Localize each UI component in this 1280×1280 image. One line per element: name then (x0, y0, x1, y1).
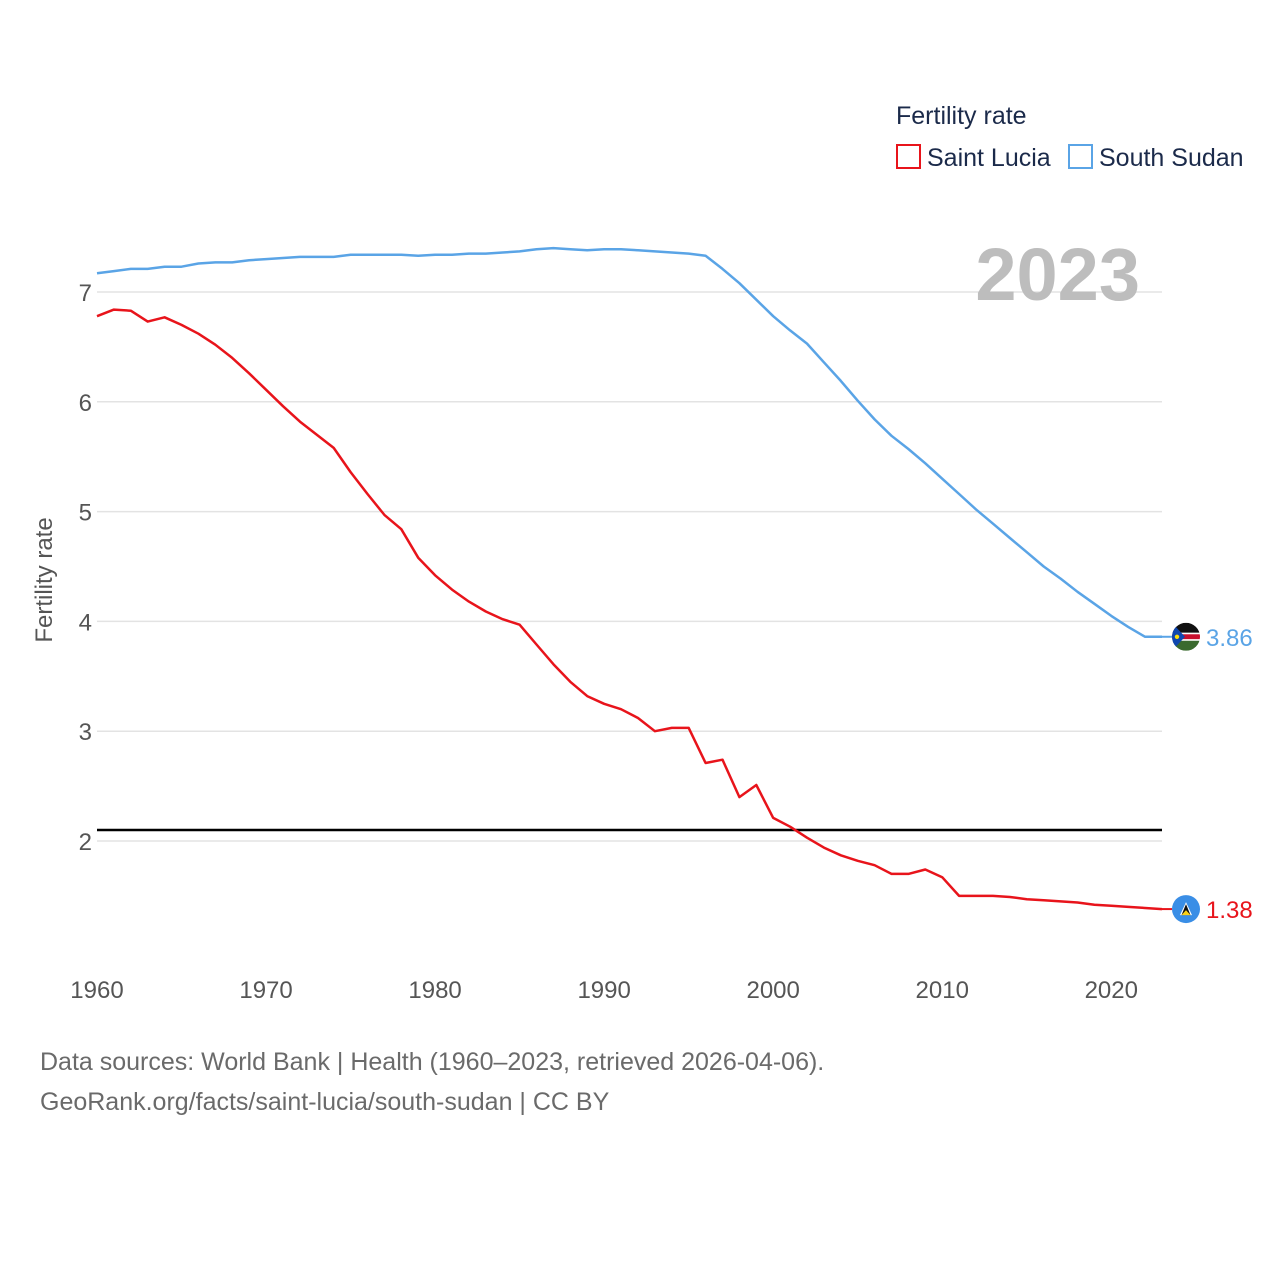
end-value-label-south-sudan: 3.86 (1206, 625, 1253, 652)
y-tick-label-7: 7 (79, 280, 92, 307)
legend-item-south-sudan[interactable]: South Sudan (1068, 144, 1244, 172)
y-axis-ticks: 2 3 4 5 6 7 (79, 280, 92, 856)
legend-label-saint-lucia: Saint Lucia (927, 144, 1051, 172)
y-tick-label-5: 5 (79, 500, 92, 527)
y-tick-label-3: 3 (79, 719, 92, 746)
y-axis-label: Fertility rate (31, 517, 58, 642)
flag-stripe-green (1172, 640, 1200, 651)
x-axis-ticks: 1960 1970 1980 1990 2000 2010 2020 (70, 977, 1138, 1004)
flag-stripe-red (1172, 634, 1200, 640)
x-tick-label-1980: 1980 (408, 977, 461, 1004)
x-tick-label-1990: 1990 (577, 977, 630, 1004)
source-line-2[interactable]: GeoRank.org/facts/saint-lucia/south-suda… (40, 1088, 610, 1116)
series-line-saint-lucia (96, 308, 1163, 911)
legend-item-saint-lucia[interactable]: Saint Lucia (896, 144, 1051, 172)
x-tick-label-2010: 2010 (916, 977, 969, 1004)
source-line-1: Data sources: World Bank | Health (1960–… (40, 1048, 825, 1076)
source-note: Data sources: World Bank | Health (1960–… (40, 1042, 824, 1122)
end-markers: 1.38 3.86 (1162, 622, 1253, 924)
flag-triangle-gold (1181, 910, 1191, 916)
flag-fimbriation-bottom (1172, 639, 1200, 641)
legend-title: Fertility rate (896, 102, 1027, 130)
flag-icon-saint-lucia (1172, 895, 1200, 924)
y-tick-label-2: 2 (79, 829, 92, 856)
flag-fimbriation-top (1172, 632, 1200, 635)
legend-swatch-south-sudan (1068, 144, 1093, 169)
flag-body-south-sudan (1172, 622, 1200, 651)
x-tick-label-2000: 2000 (746, 977, 799, 1004)
legend: Fertility rate Saint Lucia South Sudan (896, 102, 1244, 172)
flag-stripe-black (1172, 622, 1200, 633)
series-line-south-sudan (96, 246, 1162, 639)
flag-triangle-black (1181, 904, 1191, 916)
x-tick-label-1960: 1960 (70, 977, 123, 1004)
series-lines (96, 246, 1163, 911)
grid-lines (97, 291, 1162, 842)
flag-star (1174, 634, 1180, 639)
legend-label-south-sudan: South Sudan (1099, 144, 1244, 172)
y-tick-label-4: 4 (79, 609, 92, 636)
end-value-label-saint-lucia: 1.38 (1206, 897, 1253, 924)
x-tick-label-2020: 2020 (1085, 977, 1138, 1004)
current-year-label: 2023 (975, 233, 1140, 316)
flag-icon-south-sudan (1172, 622, 1200, 651)
x-tick-label-1970: 1970 (239, 977, 292, 1004)
legend-swatch-saint-lucia (896, 144, 921, 169)
y-tick-label-6: 6 (79, 390, 92, 417)
